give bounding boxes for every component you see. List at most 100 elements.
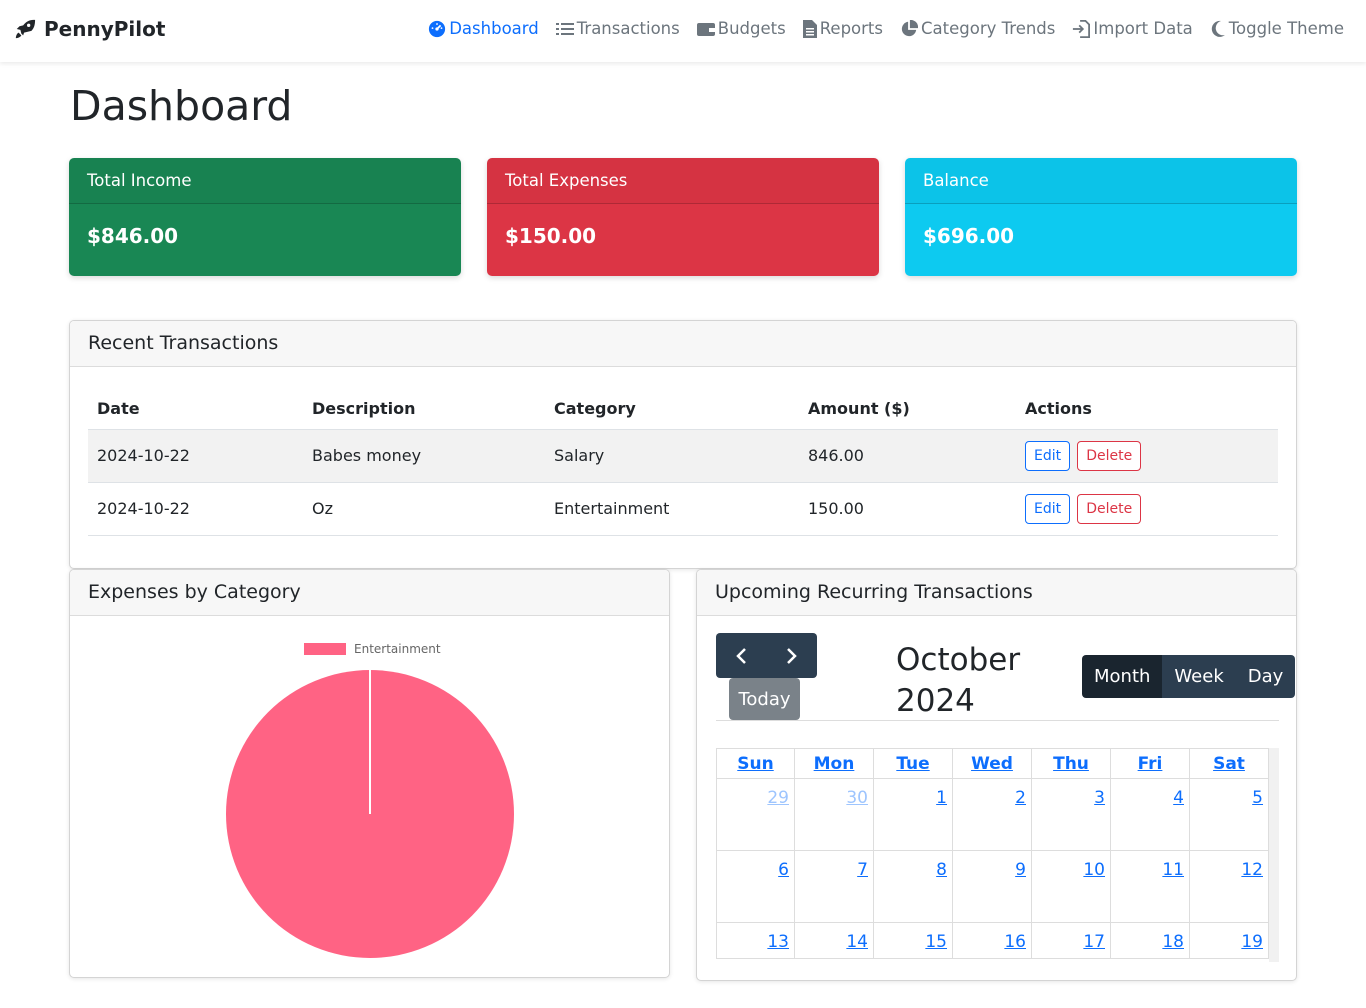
balance-label: Balance [905,158,1297,204]
total-expenses-value: $150.00 [505,224,597,248]
recent-transactions-title: Recent Transactions [70,321,1296,367]
column-header-date: Date [88,388,303,430]
view-week-button[interactable]: Week [1162,655,1236,698]
calendar-day[interactable]: 30 [795,779,874,851]
nav-import-data-label: Import Data [1093,19,1193,38]
calendar-day[interactable]: 11 [1111,851,1190,923]
nav-category-trends-label: Category Trends [921,19,1056,38]
calendar-weekday-row: Sun Mon Tue Wed Thu Fri Sat [716,748,1279,779]
calendar-day[interactable]: 18 [1111,923,1190,959]
cell-actions: Edit Delete [1016,482,1278,536]
total-expenses-label: Total Expenses [487,158,879,204]
cell-category: Salary [545,429,799,483]
expenses-pie-chart [226,670,514,958]
recurring-transactions-title: Upcoming Recurring Transactions [697,570,1296,616]
chevron-right-icon [786,647,797,664]
weekday-wed[interactable]: Wed [953,748,1032,779]
pie-chart-icon [900,19,918,38]
calendar-day[interactable]: 17 [1032,923,1111,959]
calendar-week-row: 13 14 15 16 17 18 19 [716,923,1279,959]
total-income-card: Total Income $846.00 [69,158,461,276]
cell-description: Babes money [303,429,545,483]
cell-date: 2024-10-22 [88,429,303,483]
expenses-by-category-card: Expenses by Category Entertainment [69,569,670,978]
view-month-button[interactable]: Month [1082,655,1163,698]
total-income-value: $846.00 [87,224,179,248]
nav-transactions[interactable]: Transactions [555,19,680,38]
calendar-day[interactable]: 29 [716,779,795,851]
calendar-day[interactable]: 15 [874,923,953,959]
moon-icon [1210,20,1226,38]
expenses-by-category-title: Expenses by Category [70,570,669,616]
calendar-day[interactable]: 13 [716,923,795,959]
table-row: 2024-10-22 Oz Entertainment 150.00 Edit … [88,482,1278,536]
wallet-icon [696,21,715,37]
calendar-scrollbar[interactable] [1269,748,1279,962]
legend-label-entertainment: Entertainment [354,642,441,656]
import-icon [1072,19,1091,38]
calendar-day[interactable]: 2 [953,779,1032,851]
nav-dashboard-label: Dashboard [449,19,539,38]
nav-budgets[interactable]: Budgets [696,19,786,38]
calendar-today-button[interactable]: Today [729,678,800,720]
calendar-day[interactable]: 9 [953,851,1032,923]
navbar: PennyPilot Dashboard Transactions Budget… [0,0,1366,62]
calendar-day[interactable]: 16 [953,923,1032,959]
calendar-divider [716,720,1279,721]
nav-category-trends[interactable]: Category Trends [900,19,1055,38]
page-title: Dashboard [70,82,293,130]
chevron-left-icon [736,647,747,664]
delete-button[interactable]: Delete [1077,440,1142,471]
nav-toggle-theme[interactable]: Toggle Theme [1210,19,1344,38]
column-header-category: Category [545,388,799,430]
weekday-sat[interactable]: Sat [1190,748,1269,779]
edit-button[interactable]: Edit [1025,440,1071,471]
calendar-day[interactable]: 19 [1190,923,1269,959]
nav-transactions-label: Transactions [576,19,680,38]
rocket-icon [15,19,36,39]
calendar-day[interactable]: 1 [874,779,953,851]
recurring-transactions-card: Upcoming Recurring Transactions Today Oc… [696,569,1297,981]
nav-dashboard[interactable]: Dashboard [428,19,539,38]
brand-name: PennyPilot [44,17,166,41]
calendar-day[interactable]: 8 [874,851,953,923]
calendar-day[interactable]: 4 [1111,779,1190,851]
main-nav: Dashboard Transactions Budgets Reports C… [411,19,1344,38]
nav-import-data[interactable]: Import Data [1072,19,1193,38]
calendar-day[interactable]: 6 [716,851,795,923]
calendar-day[interactable]: 14 [795,923,874,959]
calendar-month-title: October 2024 [896,642,1021,719]
file-icon [802,19,817,38]
balance-value: $696.00 [923,224,1015,248]
table-row: 2024-10-22 Babes money Salary 846.00 Edi… [88,429,1278,483]
total-expenses-card: Total Expenses $150.00 [487,158,879,276]
legend-swatch-entertainment [304,643,346,655]
calendar-day[interactable]: 10 [1032,851,1111,923]
transactions-table: Date Description Category Amount ($) Act… [88,388,1278,536]
view-day-button[interactable]: Day [1235,655,1296,698]
edit-button[interactable]: Edit [1025,493,1071,524]
cell-amount: 150.00 [799,482,1016,536]
calendar-week-row: 29 30 1 2 3 4 5 [716,779,1279,851]
weekday-mon[interactable]: Mon [795,748,874,779]
calendar-day[interactable]: 7 [795,851,874,923]
nav-toggle-theme-label: Toggle Theme [1228,19,1344,38]
weekday-sun[interactable]: Sun [716,748,795,779]
calendar-day[interactable]: 5 [1190,779,1269,851]
chart-legend[interactable]: Entertainment [304,642,441,656]
calendar-day[interactable]: 3 [1032,779,1111,851]
brand[interactable]: PennyPilot [14,17,165,41]
calendar-next-button[interactable] [767,633,818,678]
recent-transactions-card: Recent Transactions Date Description Cat… [69,320,1297,569]
calendar-view-switcher: Month Week Day [1082,655,1296,698]
column-header-actions: Actions [1016,388,1278,430]
calendar-prev-button[interactable] [716,633,767,678]
delete-button[interactable]: Delete [1077,493,1142,524]
weekday-tue[interactable]: Tue [874,748,953,779]
tachometer-icon [428,20,446,38]
weekday-fri[interactable]: Fri [1111,748,1190,779]
cell-amount: 846.00 [799,429,1016,483]
nav-reports[interactable]: Reports [802,19,883,38]
calendar-day[interactable]: 12 [1190,851,1269,923]
weekday-thu[interactable]: Thu [1032,748,1111,779]
